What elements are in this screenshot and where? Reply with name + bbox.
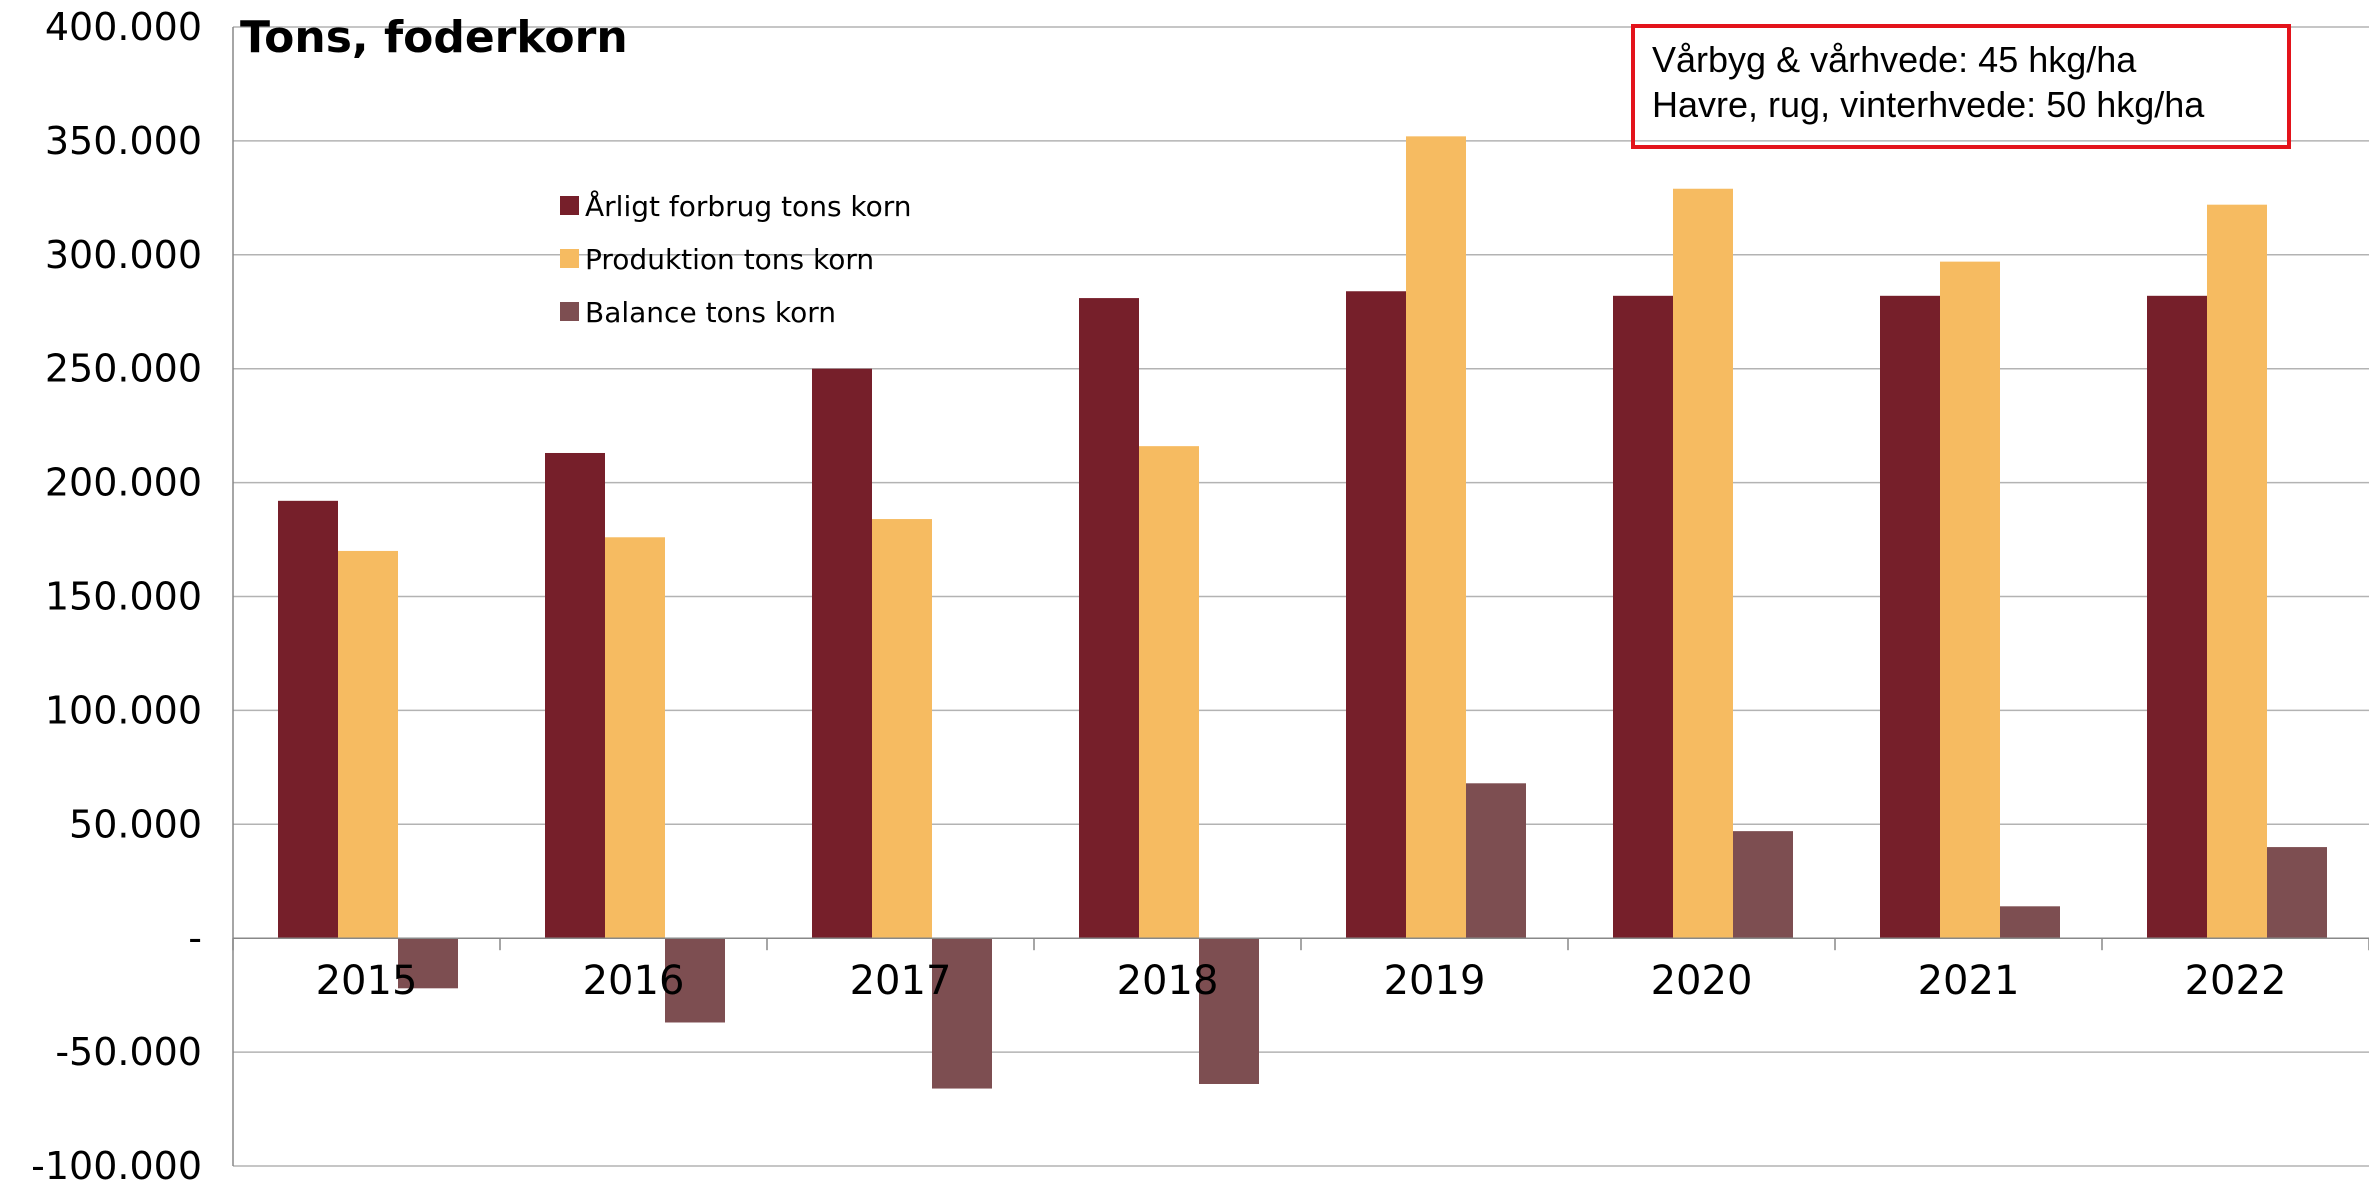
- y-axis-ticks: 400.000 350.000 300.000 250.000 200.000 150.0…: [31, 5, 202, 1185]
- legend-label: Balance tons korn: [585, 296, 836, 329]
- bar-produktion-2021: [1940, 261, 2000, 939]
- bar-rligt-2016: [545, 452, 605, 939]
- y-tick-label: 400.000: [45, 5, 202, 49]
- legend-swatch: [560, 249, 579, 268]
- bar-produktion-2018: [1139, 446, 1199, 939]
- bar-balance-2016: [665, 938, 725, 1023]
- y-tick-label: 100.000: [45, 688, 202, 732]
- x-axis-ticks: 2015 2016 2017 2018 2019 2020 2021 2022: [316, 958, 2287, 1004]
- bar-balance-2018: [1199, 938, 1259, 1084]
- bar-rligt-2020: [1613, 295, 1673, 939]
- bar-produktion-2019: [1406, 136, 1466, 939]
- x-tick-label: 2021: [1918, 958, 2020, 1004]
- note-box: Vårbyg & vårhvede: 45 hkg/ha Havre, rug,…: [1631, 24, 2291, 149]
- legend-label: Årligt forbrug tons korn: [585, 189, 912, 223]
- bar-rligt-2021: [1880, 295, 1940, 939]
- x-tick-label: 2017: [850, 958, 952, 1004]
- y-tick-label: -100.000: [31, 1144, 202, 1185]
- axes: [232, 27, 2369, 1166]
- chart-title: Tons, foderkorn: [240, 12, 628, 63]
- bar-balance-2021: [2000, 906, 2060, 939]
- bar-produktion-2022: [2207, 204, 2267, 939]
- bar-rligt-2017: [812, 368, 872, 939]
- legend-swatch: [560, 196, 579, 215]
- note-border: [1631, 24, 2291, 149]
- bar-produktion-2016: [605, 537, 665, 939]
- bar-rligt-2018: [1079, 298, 1139, 939]
- bar-produktion-2015: [338, 550, 398, 939]
- bar-rligt-2022: [2147, 295, 2207, 939]
- x-tick-label: 2016: [583, 958, 685, 1004]
- bars: [278, 136, 2327, 1089]
- note-line-2: Havre, rug, vinterhvede: 50 hkg/ha: [1652, 84, 2205, 125]
- bar-balance-2017: [932, 938, 992, 1089]
- y-tick-label: 250.000: [45, 347, 202, 391]
- bar-rligt-2015: [278, 500, 338, 939]
- bar-rligt-2019: [1346, 291, 1406, 939]
- note-line-1: Vårbyg & vårhvede: 45 hkg/ha: [1652, 39, 2137, 80]
- y-tick-label: 300.000: [45, 233, 202, 277]
- x-tick-label: 2019: [1384, 958, 1486, 1004]
- legend-swatch: [560, 302, 579, 321]
- y-tick-label: 350.000: [45, 119, 202, 163]
- x-tick-label: 2022: [2185, 958, 2287, 1004]
- legend-label: Produktion tons korn: [585, 243, 874, 276]
- y-tick-label: 50.000: [69, 802, 202, 846]
- y-tick-label: 150.000: [45, 575, 202, 619]
- y-tick-label: -: [188, 916, 202, 960]
- bar-balance-2019: [1466, 783, 1526, 939]
- legend: Årligt forbrug tons korn Produktion tons …: [560, 189, 912, 329]
- bar-produktion-2017: [872, 519, 932, 939]
- bar-balance-2020: [1733, 831, 1793, 939]
- bar-balance-2022: [2267, 847, 2327, 939]
- bar-produktion-2020: [1673, 188, 1733, 939]
- x-tick-label: 2015: [316, 958, 418, 1004]
- y-tick-label: -50.000: [55, 1030, 202, 1074]
- bar-balance-2015: [398, 938, 458, 989]
- x-tick-label: 2020: [1651, 958, 1753, 1004]
- y-tick-label: 200.000: [45, 461, 202, 505]
- x-tick-label: 2018: [1117, 958, 1219, 1004]
